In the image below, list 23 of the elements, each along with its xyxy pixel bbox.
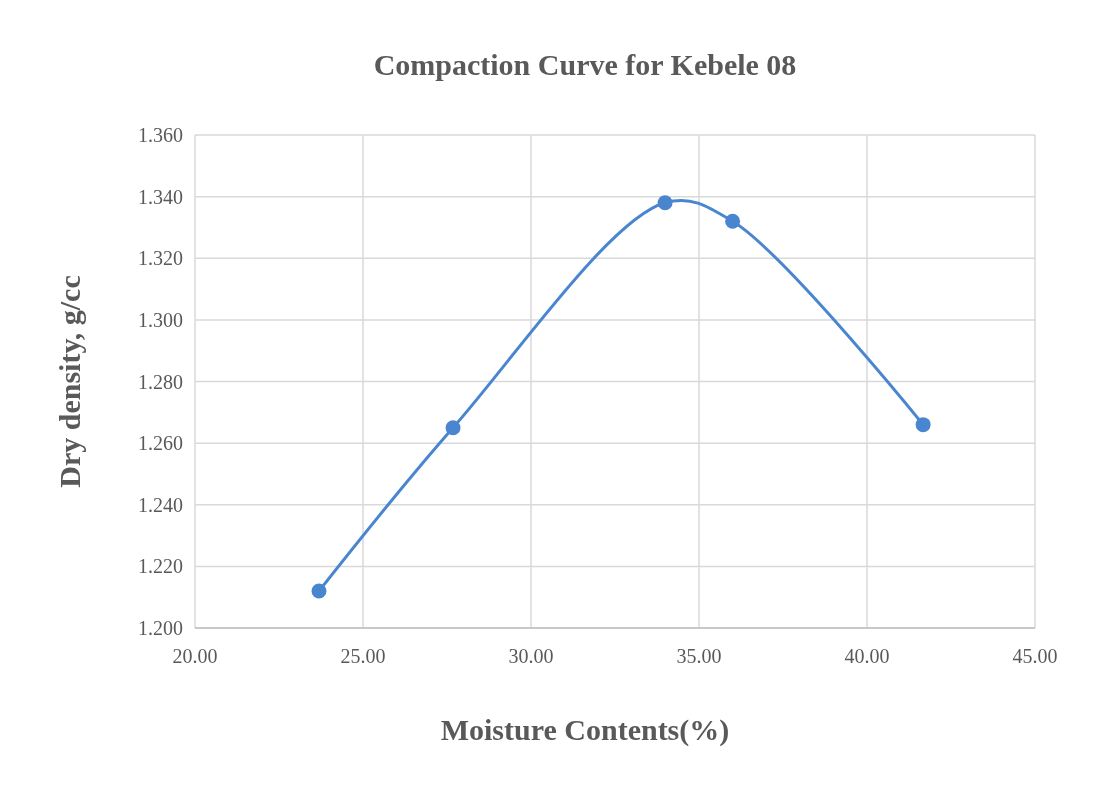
x-tick-label: 30.00	[508, 645, 554, 667]
x-tick-label: 25.00	[340, 645, 386, 667]
y-tick-label: 1.280	[138, 370, 183, 393]
y-tick-label: 1.220	[138, 555, 183, 578]
point	[915, 417, 931, 433]
x-tick-label: 40.00	[844, 645, 890, 667]
x-tick-label: 35.00	[676, 645, 722, 667]
y-tick-label: 1.240	[138, 493, 183, 516]
y-tick-label: 1.300	[138, 308, 183, 331]
y-tick-label: 1.200	[138, 617, 183, 639]
y-axis-title: Dry density, g/cc	[53, 275, 86, 488]
y-tick-label: 1.260	[138, 432, 183, 455]
y-tick-label: 1.340	[138, 185, 183, 208]
x-tick-label: 45.00	[1012, 645, 1058, 667]
x-axis-title: Moisture Contents(%)	[440, 713, 730, 747]
chart-title: Compaction Curve for Kebele 08	[373, 48, 797, 81]
y-tick-label: 1.360	[138, 124, 183, 146]
point	[657, 195, 673, 211]
x-tick-label: 20.00	[172, 645, 218, 667]
point	[445, 420, 461, 436]
point	[311, 583, 327, 599]
point	[725, 213, 741, 229]
y-tick-label: 1.320	[138, 247, 183, 270]
